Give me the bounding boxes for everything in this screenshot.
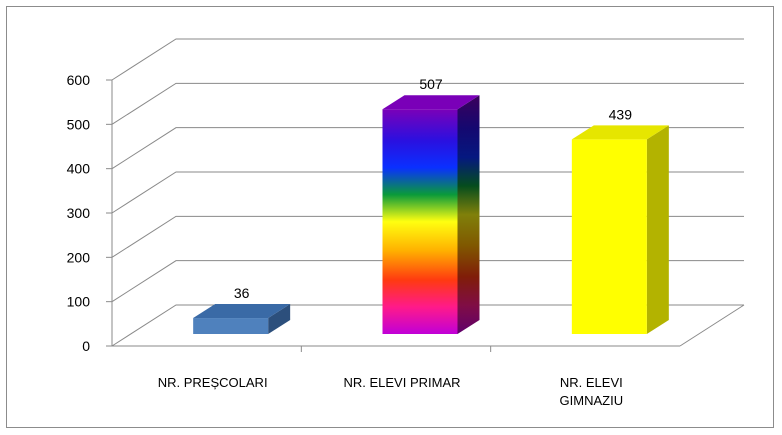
data-label: 439 (609, 106, 633, 122)
y-tick-label: 100 (67, 294, 91, 310)
y-tick-label: 0 (82, 338, 90, 354)
bar-side (268, 304, 291, 334)
gridline (111, 304, 744, 347)
gridline (111, 38, 744, 81)
gridline (111, 215, 744, 258)
floor-edge (679, 304, 745, 347)
x-category-label: NR. ELEVI PRIMAR (343, 375, 460, 390)
bar (193, 318, 269, 334)
y-tick-label: 600 (67, 72, 91, 88)
y-tick-label: 500 (67, 116, 91, 132)
gridline (111, 82, 744, 125)
x-category-label: NR. ELEVI (560, 375, 623, 390)
y-tick-label: 300 (67, 205, 91, 221)
bar-top (571, 125, 669, 140)
gridline (111, 171, 744, 214)
bar (382, 109, 458, 334)
bar-side (646, 125, 669, 334)
y-tick-label: 200 (67, 249, 91, 265)
bar-side (457, 95, 480, 334)
bar-top (193, 304, 291, 319)
gridline (111, 260, 744, 303)
bar (571, 139, 647, 334)
y-tick-label: 400 (67, 161, 91, 177)
gridline (111, 127, 744, 170)
bar-top (382, 95, 480, 110)
x-category-label: GIMNAZIU (560, 393, 624, 408)
x-category-label: NR. PREȘCOLARI (158, 375, 268, 390)
data-label: 507 (419, 76, 443, 92)
data-label: 36 (234, 285, 250, 301)
